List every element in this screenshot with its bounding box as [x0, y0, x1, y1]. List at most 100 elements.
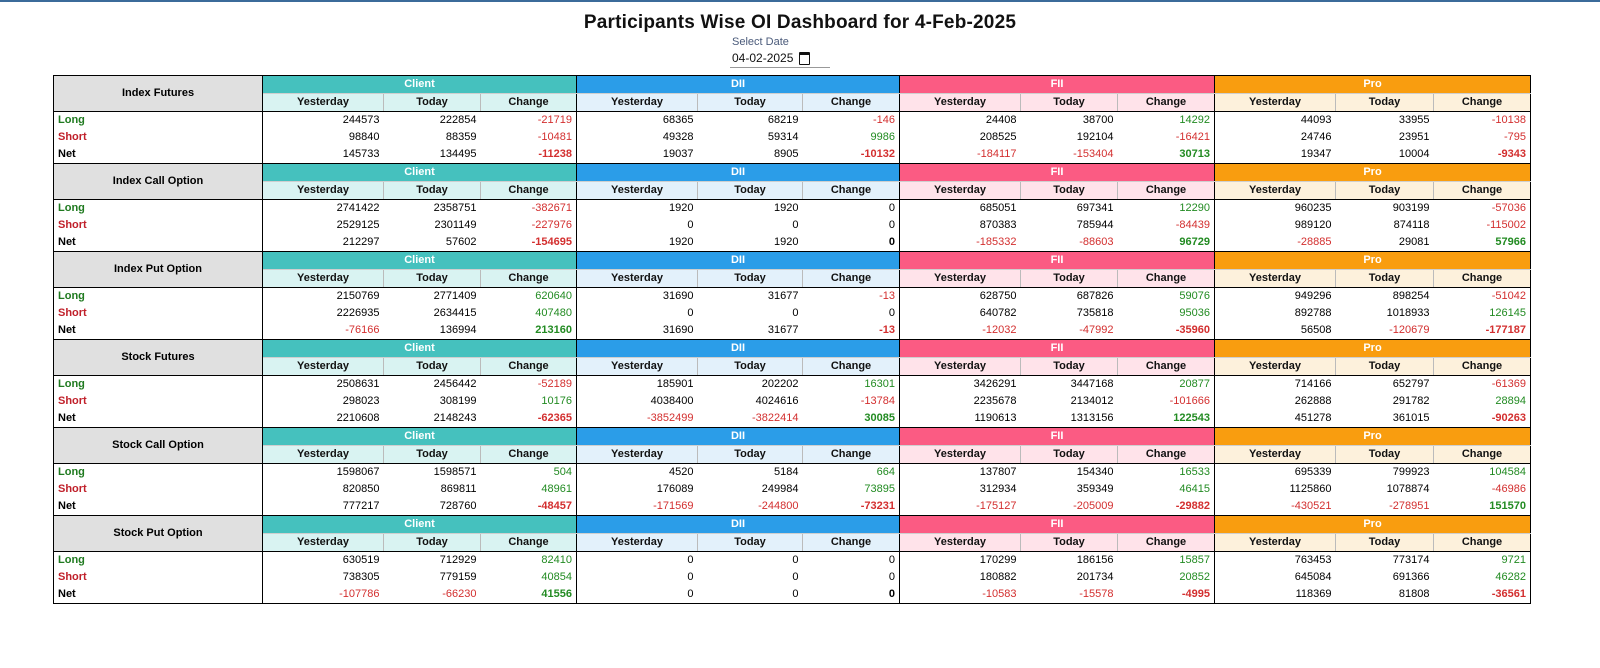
- today-cell: -120679: [1335, 322, 1434, 340]
- change-cell: -177187: [1433, 322, 1531, 340]
- sub-header-change: Change: [480, 445, 577, 464]
- yesterday-cell: 0: [576, 217, 698, 234]
- yesterday-cell: 31690: [576, 322, 698, 340]
- change-cell: -13784: [860, 395, 895, 407]
- yesterday-cell: 0: [576, 569, 698, 586]
- today-cell: -278951: [1335, 498, 1434, 516]
- change-cell: -46986: [1491, 483, 1527, 495]
- change-cell: 407480: [535, 307, 572, 319]
- date-value: 04-02-2025: [732, 51, 794, 65]
- change-cell: 41556: [480, 586, 577, 604]
- change-cell: -48457: [480, 498, 577, 516]
- group-header-pro: Pro: [1213, 339, 1532, 358]
- today-cell: 2148243: [383, 410, 481, 428]
- change-cell: 0: [888, 219, 895, 231]
- sub-header-today: Today: [697, 357, 803, 376]
- change-cell: 73895: [864, 483, 895, 495]
- change-cell: 620640: [535, 290, 572, 302]
- yesterday-cell: 2210608: [262, 410, 384, 428]
- date-input[interactable]: 04-02-2025: [730, 49, 830, 68]
- yesterday-cell: -175127: [899, 498, 1021, 516]
- sub-header-today: Today: [1020, 181, 1118, 200]
- yesterday-cell: 1920: [576, 234, 698, 252]
- table-row: Short 298023 308199 10176 4038400 4024616 -137…: [53, 393, 1531, 410]
- yesterday-cell: 49328: [576, 129, 698, 146]
- today-cell: -244800: [697, 498, 803, 516]
- group-header-pro: Pro: [1213, 163, 1532, 182]
- row-label-net: Net: [53, 498, 263, 516]
- change-cell: 40854: [541, 571, 572, 583]
- sub-header-yesterday: Yesterday: [899, 533, 1021, 552]
- sub-header-today: Today: [1335, 181, 1434, 200]
- today-cell: 903199: [1392, 202, 1430, 214]
- yesterday-cell: -3852499: [576, 410, 698, 428]
- row-label-short: Short: [53, 481, 263, 498]
- change-cell: -36561: [1433, 586, 1531, 604]
- change-cell: -13: [879, 290, 895, 302]
- table-row: Short 2529125 2301149 -227976 0 0 0 870383 78594…: [53, 217, 1531, 234]
- today-cell: 2358751: [433, 202, 477, 214]
- yesterday-cell: -107786: [262, 586, 384, 604]
- change-cell: 151570: [1433, 498, 1531, 516]
- today-cell: 186156: [1076, 554, 1114, 566]
- calendar-icon[interactable]: [799, 51, 811, 65]
- sub-header-change: Change: [1117, 533, 1215, 552]
- table-row: Short 820850 869811 48961 176089 249984 73895 3…: [53, 481, 1531, 498]
- change-cell: -90263: [1433, 410, 1531, 428]
- sub-header-change: Change: [480, 533, 577, 552]
- date-picker[interactable]: Select Date 04-02-2025: [730, 36, 870, 68]
- yesterday-cell: 212297: [262, 234, 384, 252]
- today-cell: 57602: [383, 234, 481, 252]
- sub-header-change: Change: [1117, 357, 1215, 376]
- section-title: Stock Put Option: [53, 515, 263, 552]
- group-header-fii: FII: [899, 163, 1215, 182]
- change-cell: -62365: [480, 410, 577, 428]
- sub-header-change: Change: [802, 93, 900, 112]
- table-row: Short 2226935 2634415 407480 0 0 0 640782 735818…: [53, 305, 1531, 322]
- today-cell: 691366: [1392, 571, 1430, 583]
- sub-header-change: Change: [802, 269, 900, 288]
- today-cell: 1920: [774, 202, 799, 214]
- sub-header-change: Change: [1432, 181, 1531, 200]
- section-title: Index Futures: [53, 75, 263, 112]
- change-cell: -35960: [1117, 322, 1215, 340]
- sub-header-today: Today: [383, 533, 481, 552]
- today-cell: 308199: [439, 395, 477, 407]
- yesterday-cell: -76166: [262, 322, 384, 340]
- table-row: Long 244573 222854 -21719 68365 68219 -146 2440…: [53, 111, 1531, 129]
- change-cell: -52189: [537, 378, 572, 390]
- today-cell: 697341: [1076, 202, 1114, 214]
- section-sub-header-row: Yesterday Today Change Yesterday Today Change…: [54, 357, 1531, 376]
- section-group-header-row: Stock Call Option Client DII FII Pro: [53, 427, 1532, 464]
- yesterday-cell: 68365: [576, 111, 698, 129]
- today-cell: 222854: [439, 114, 477, 126]
- yesterday-cell: 2508631: [262, 375, 384, 393]
- date-label: Select Date: [732, 36, 789, 48]
- sub-header-change: Change: [480, 93, 577, 112]
- change-cell: -29882: [1117, 498, 1215, 516]
- row-label-long: Long: [53, 463, 263, 481]
- yesterday-cell: 630519: [262, 551, 384, 569]
- yesterday-cell: 3426291: [899, 375, 1021, 393]
- sub-header-change: Change: [1432, 445, 1531, 464]
- today-cell: 3447168: [1070, 378, 1114, 390]
- change-cell: 46415: [1179, 483, 1210, 495]
- section-group-header-row: Index Put Option Client DII FII Pro: [53, 251, 1532, 288]
- change-cell: -13: [802, 322, 900, 340]
- change-cell: -16421: [1175, 131, 1210, 143]
- group-header-pro: Pro: [1213, 515, 1532, 534]
- today-cell: 4024616: [755, 395, 799, 407]
- sub-header-yesterday: Yesterday: [576, 93, 698, 112]
- today-cell: 779159: [439, 571, 477, 583]
- sub-header-today: Today: [697, 269, 803, 288]
- change-cell: 9986: [870, 131, 895, 143]
- table-row: Long 2508631 2456442 -52189 185901 202202 1630…: [53, 375, 1531, 393]
- sub-header-today: Today: [383, 357, 481, 376]
- yesterday-cell: 645084: [1214, 569, 1336, 586]
- sub-header-today: Today: [383, 445, 481, 464]
- section-sub-header-row: Yesterday Today Change Yesterday Today Change…: [54, 181, 1531, 200]
- sub-header-yesterday: Yesterday: [262, 445, 384, 464]
- today-cell: 291782: [1392, 395, 1430, 407]
- sub-header-change: Change: [1432, 269, 1531, 288]
- group-header-dii: DII: [576, 339, 900, 358]
